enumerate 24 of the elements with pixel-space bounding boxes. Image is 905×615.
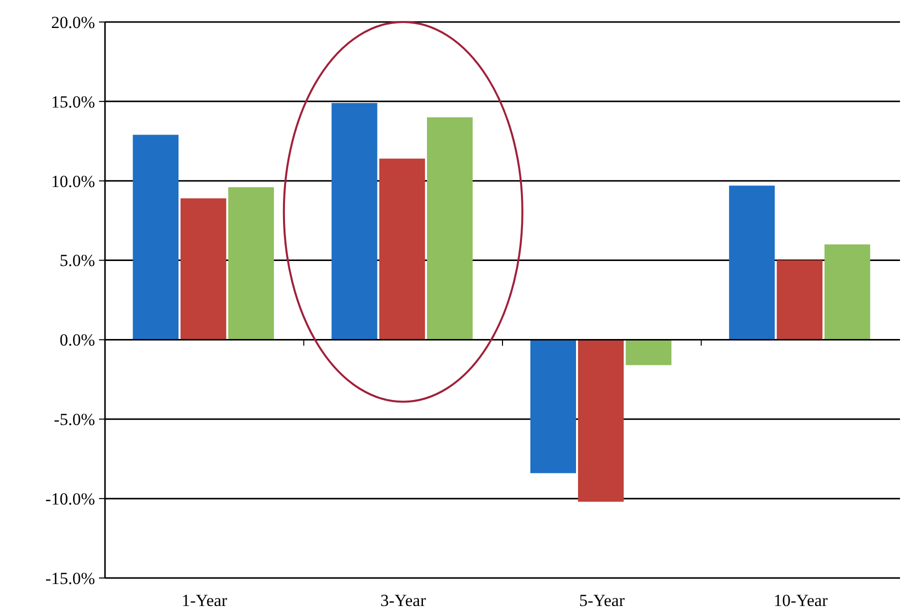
y-tick-label: -5.0% xyxy=(54,410,95,430)
bar xyxy=(530,340,576,474)
y-tick-label: -10.0% xyxy=(45,490,95,509)
x-tick-label: 1-Year xyxy=(182,591,228,610)
x-tick-label: 3-Year xyxy=(380,591,426,610)
bar xyxy=(228,187,274,340)
bar xyxy=(332,103,378,340)
y-tick-label: -15.0% xyxy=(45,568,95,588)
bar xyxy=(626,340,672,366)
x-tick-label: 5-Year xyxy=(579,591,625,610)
y-tick-label: 0.0% xyxy=(60,330,95,350)
bar xyxy=(729,186,775,340)
y-tick-label: 15.0% xyxy=(51,92,95,112)
bar xyxy=(132,134,179,340)
bar xyxy=(379,158,425,340)
y-tick-label: 20.0% xyxy=(51,12,95,32)
bar xyxy=(578,340,624,502)
bar xyxy=(180,198,226,340)
bar xyxy=(776,260,822,340)
x-tick-label: 10-Year xyxy=(774,591,828,610)
y-tick-label: 5.0% xyxy=(60,251,95,270)
y-tick-label: 10.0% xyxy=(51,172,95,191)
bar xyxy=(426,117,473,340)
bar xyxy=(824,244,870,340)
